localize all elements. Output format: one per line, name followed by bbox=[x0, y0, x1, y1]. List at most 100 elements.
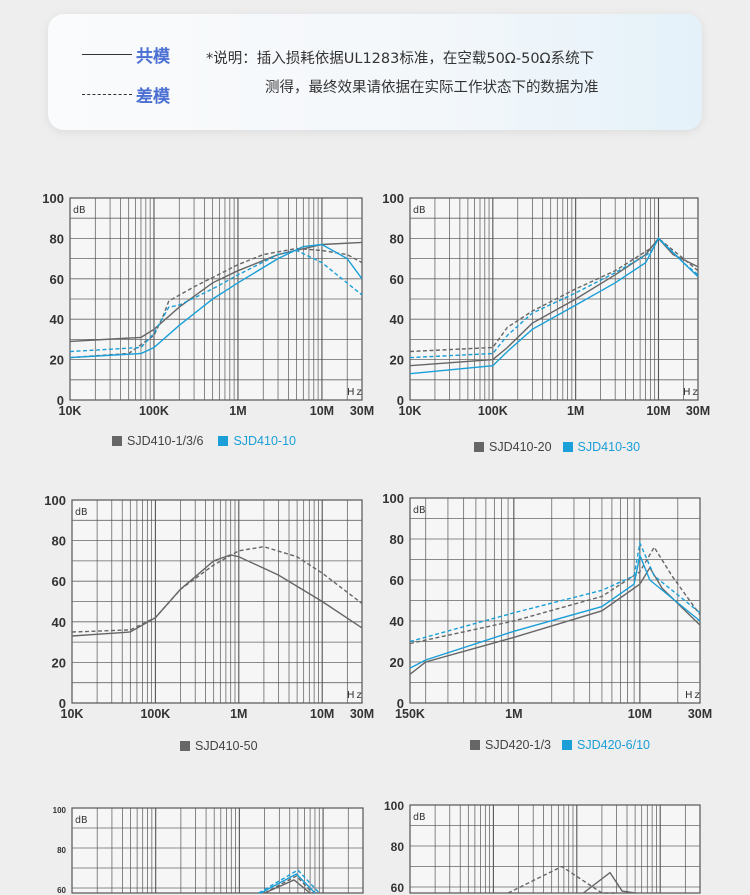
x-tick-label: 10K bbox=[61, 707, 84, 721]
legend-label: SJD410-50 bbox=[195, 739, 258, 753]
y-tick-label: 0 bbox=[397, 393, 404, 408]
series-line bbox=[71, 545, 363, 633]
y-tick-label: 40 bbox=[50, 312, 64, 327]
blue-swatch bbox=[562, 442, 573, 452]
y-tick-label: 40 bbox=[390, 312, 404, 327]
dashed-line-swatch bbox=[82, 94, 132, 95]
x-tick-label: 30M bbox=[686, 404, 710, 418]
series-line bbox=[409, 566, 701, 675]
y-tick-label: 0 bbox=[397, 696, 404, 711]
legend-label: SJD420-1/3 bbox=[485, 738, 552, 752]
chart-3: 0 20 40 60 80 100 10K 100K 1M 10M 30M dB Hz bbox=[44, 493, 374, 721]
y-tick-label: 0 bbox=[57, 393, 64, 408]
y-tick-label: 100 bbox=[384, 799, 404, 813]
y-unit-label: dB bbox=[413, 812, 426, 823]
x-tick-label: 1M bbox=[567, 404, 584, 418]
y-tick-label: 20 bbox=[390, 353, 404, 368]
chart-3-legend: SJD410-50 bbox=[180, 739, 258, 753]
plot-area bbox=[71, 807, 364, 894]
x-tick-label: 30M bbox=[350, 404, 374, 418]
x-tick-label: 150K bbox=[395, 707, 425, 721]
legend-label: SJD410-20 bbox=[489, 440, 552, 454]
x-tick-label: 30M bbox=[350, 707, 374, 721]
chart-1-legend: SJD410-1/3/6 SJD410-10 bbox=[112, 434, 296, 448]
x-tick-label: 30M bbox=[688, 707, 712, 721]
y-tick-label: 20 bbox=[50, 353, 64, 368]
y-tick-label: 100 bbox=[53, 806, 67, 815]
diff-mode-legend: 差模 bbox=[82, 82, 170, 107]
chart-5: 60 80 100 dB bbox=[53, 806, 364, 895]
y-tick-label: 20 bbox=[390, 655, 404, 670]
x-tick-label: 100K bbox=[139, 404, 169, 418]
chart-4-legend: SJD420-1/3 SJD420-6/10 bbox=[470, 738, 650, 752]
chart-1: 0 20 40 60 80 100 10K 100K 1M 10M 30M dB Hz bbox=[42, 191, 374, 418]
gray-swatch bbox=[470, 740, 480, 750]
gray-swatch bbox=[474, 442, 484, 452]
series-line bbox=[409, 545, 701, 645]
gray-swatch bbox=[180, 741, 190, 751]
x-tick-label: 10M bbox=[310, 404, 334, 418]
y-tick-label: 60 bbox=[52, 574, 66, 589]
note-line-1: *说明：插入损耗依据UL1283标准，在空载50Ω-50Ω系统下 bbox=[206, 51, 595, 67]
x-tick-label: 10M bbox=[310, 707, 334, 721]
x-unit-label: Hz bbox=[683, 387, 700, 398]
series-line bbox=[69, 243, 363, 359]
series-line bbox=[409, 237, 699, 367]
series-line bbox=[69, 247, 363, 359]
series-line bbox=[71, 554, 363, 637]
y-unit-label: dB bbox=[73, 205, 86, 216]
series-line bbox=[409, 237, 699, 359]
y-tick-label: 60 bbox=[50, 272, 64, 287]
x-tick-label: 10M bbox=[646, 404, 670, 418]
y-unit-label: dB bbox=[413, 205, 426, 216]
x-tick-label: 100K bbox=[478, 404, 508, 418]
x-tick-label: 10K bbox=[59, 404, 82, 418]
common-mode-legend: 共模 bbox=[82, 42, 170, 67]
y-unit-label: dB bbox=[413, 505, 426, 516]
note-line-2: 测得，最终效果请依据在实际工作状态下的数据为准 bbox=[265, 80, 599, 96]
y-tick-label: 60 bbox=[391, 881, 405, 895]
y-tick-label: 100 bbox=[382, 491, 404, 506]
chart-2: 0 20 40 60 80 100 10K 100K 1M 10M 30M dB Hz bbox=[382, 191, 710, 418]
series-line bbox=[409, 237, 699, 353]
y-tick-label: 20 bbox=[52, 655, 66, 670]
y-tick-label: 60 bbox=[390, 573, 404, 588]
x-tick-label: 1M bbox=[230, 707, 247, 721]
x-tick-label: 1M bbox=[505, 707, 522, 721]
series-line bbox=[69, 241, 363, 343]
blue-swatch bbox=[218, 436, 229, 446]
y-tick-label: 80 bbox=[52, 534, 66, 549]
legend-label: SJD410-1/3/6 bbox=[127, 434, 204, 448]
series-line bbox=[409, 552, 701, 669]
common-mode-label: 共模 bbox=[136, 47, 170, 67]
series-line bbox=[264, 875, 314, 894]
series-line bbox=[260, 873, 316, 894]
chart-6: 60 80 100 dB bbox=[384, 799, 701, 895]
y-tick-label: 0 bbox=[59, 696, 66, 711]
y-tick-label: 60 bbox=[390, 272, 404, 287]
legend-label: SJD420-6/10 bbox=[577, 738, 650, 752]
chart-2-legend: SJD410-20 SJD410-30 bbox=[474, 440, 640, 454]
x-tick-label: 10M bbox=[628, 707, 652, 721]
x-unit-label: Hz bbox=[347, 387, 364, 398]
gray-swatch bbox=[112, 436, 122, 446]
y-tick-label: 80 bbox=[50, 231, 64, 246]
series-line bbox=[264, 879, 311, 894]
y-tick-label: 100 bbox=[382, 191, 404, 206]
y-tick-label: 40 bbox=[390, 614, 404, 629]
x-tick-label: 100K bbox=[140, 707, 170, 721]
x-unit-label: Hz bbox=[685, 690, 702, 701]
y-unit-label: dB bbox=[75, 815, 88, 826]
y-tick-label: 60 bbox=[57, 886, 66, 895]
series-line bbox=[409, 540, 701, 643]
y-tick-label: 40 bbox=[52, 615, 66, 630]
y-tick-label: 80 bbox=[391, 840, 405, 854]
x-tick-label: 10K bbox=[399, 404, 422, 418]
plot-area bbox=[409, 804, 701, 894]
chart-4: 0 20 40 60 80 100 150K 1M 10M 30M dB Hz bbox=[382, 491, 712, 721]
y-tick-label: 100 bbox=[42, 191, 64, 206]
y-unit-label: dB bbox=[75, 507, 88, 518]
x-tick-label: 1M bbox=[229, 404, 246, 418]
legend-label: SJD410-30 bbox=[577, 440, 641, 454]
